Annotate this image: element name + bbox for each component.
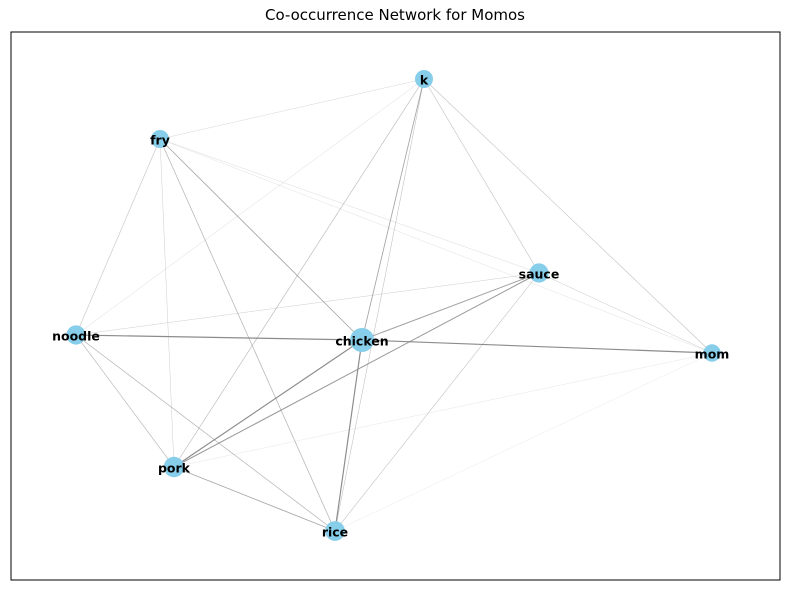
edge-fry-sauce [159, 138, 540, 274]
edge-sauce-pork [173, 272, 540, 468]
edge-fry-rice [159, 138, 336, 532]
node-noodle [66, 325, 86, 345]
edge-rice-mom [334, 352, 713, 532]
edge-fry-pork [159, 138, 175, 468]
node-rice [325, 521, 345, 541]
edge-chicken-mom [361, 339, 713, 354]
node-label-rice: rice [322, 525, 348, 540]
edge-pork-mom [173, 352, 713, 468]
node-k [415, 70, 433, 88]
node-label-fry: fry [150, 133, 170, 148]
edge-sauce-chicken [361, 272, 540, 341]
edge-sauce-rice [334, 272, 540, 532]
edge-k-fry [159, 78, 425, 140]
edge-k-chicken [361, 78, 425, 341]
edge-k-sauce [423, 78, 540, 274]
diagram-title: Co-occurrence Network for Momos [264, 6, 526, 24]
edges-layer [75, 78, 713, 532]
node-label-pork: pork [158, 461, 191, 476]
edge-k-rice [334, 78, 425, 532]
edge-k-pork [173, 78, 425, 468]
node-label-mom: mom [695, 347, 730, 362]
edge-fry-chicken [159, 138, 363, 341]
edge-pork-rice [173, 466, 336, 532]
edge-sauce-mom [538, 272, 713, 354]
edge-noodle-chicken [75, 334, 363, 341]
node-chicken [350, 328, 374, 352]
node-fry [151, 130, 169, 148]
labels-layer: k fry sauce noodle chicken mom pork rice [52, 73, 729, 540]
plot-frame [10, 31, 781, 581]
edge-chicken-pork [173, 339, 363, 468]
node-label-chicken: chicken [335, 334, 388, 349]
edge-fry-noodle [75, 138, 161, 336]
edge-noodle-sauce [75, 272, 540, 336]
node-mom [703, 344, 721, 362]
node-label-k: k [420, 73, 429, 88]
edge-noodle-pork [75, 334, 175, 468]
edge-k-noodle [75, 78, 425, 336]
node-pork [163, 456, 185, 478]
node-label-sauce: sauce [519, 267, 560, 282]
node-label-noodle: noodle [52, 329, 100, 344]
nodes-layer [66, 70, 721, 541]
edge-fry-mom [159, 138, 713, 354]
node-sauce [529, 263, 549, 283]
edge-chicken-rice [334, 339, 363, 532]
edge-noodle-rice [75, 334, 336, 532]
edge-k-mom [423, 78, 713, 354]
